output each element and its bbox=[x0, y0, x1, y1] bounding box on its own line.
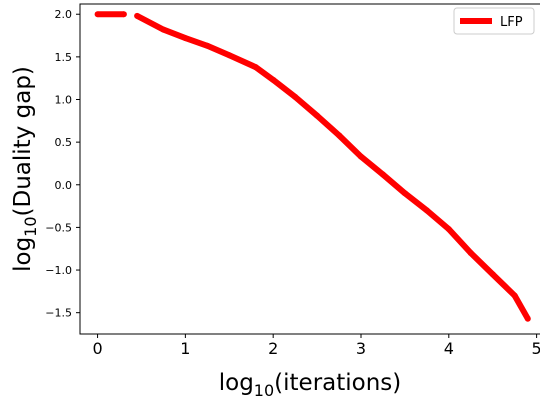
series-point-lfp bbox=[226, 52, 233, 59]
series-point-lfp bbox=[511, 292, 518, 299]
y-tick-label: 0.5 bbox=[55, 136, 73, 149]
y-tick-label: 1.5 bbox=[55, 51, 73, 64]
series-point-lfp bbox=[314, 112, 321, 119]
x-tick-label: 5 bbox=[532, 339, 540, 358]
series-point-lfp bbox=[467, 250, 474, 256]
x-tick-label: 1 bbox=[180, 339, 190, 358]
series-point-lfp bbox=[160, 26, 167, 33]
plot-frame bbox=[79, 3, 540, 335]
legend: LFP bbox=[453, 7, 535, 35]
x-axis-label: log10(iterations) bbox=[219, 370, 402, 400]
series-point-lfp bbox=[445, 226, 452, 233]
series-point-lfp bbox=[270, 76, 277, 83]
x-tick-label: 4 bbox=[444, 339, 454, 358]
legend-label-lfp: LFP bbox=[500, 15, 523, 30]
legend-box bbox=[453, 7, 535, 35]
y-tick-label: −1.5 bbox=[45, 307, 72, 320]
series-point-lfp bbox=[358, 153, 364, 160]
series-point-lfp bbox=[489, 271, 496, 278]
series-point-lfp bbox=[134, 12, 141, 19]
series-point-lfp bbox=[423, 207, 430, 214]
series-point-lfp bbox=[336, 132, 342, 139]
x-axis-ticks: 0 1 2 3 4 5 bbox=[92, 334, 540, 358]
series-point-lfp bbox=[292, 93, 299, 100]
plot-background bbox=[80, 4, 540, 334]
y-axis-label: log10(Duality gap) bbox=[10, 66, 40, 272]
series-point-lfp bbox=[204, 42, 211, 49]
x-tick-label: 2 bbox=[268, 339, 278, 358]
x-tick-label: 0 bbox=[92, 339, 102, 358]
series-point-lfp bbox=[182, 35, 189, 42]
y-tick-label: −0.5 bbox=[45, 221, 72, 234]
series-point-lfp bbox=[379, 171, 386, 178]
series-point-lfp bbox=[401, 190, 408, 197]
y-tick-label: 0.0 bbox=[55, 179, 73, 192]
series-point-lfp bbox=[524, 315, 531, 322]
x-tick-label: 3 bbox=[356, 339, 366, 358]
y-tick-label: −1.0 bbox=[45, 264, 72, 277]
series-point-lfp bbox=[94, 11, 101, 18]
series-point-lfp bbox=[120, 11, 127, 18]
y-axis-ticks: −1.5 −1.0 −0.5 0.0 0.5 1.0 1.5 2.0 bbox=[45, 8, 80, 320]
series-layer bbox=[94, 11, 531, 322]
y-tick-label: 1.0 bbox=[55, 94, 73, 107]
y-tick-label: 2.0 bbox=[55, 8, 73, 21]
series-point-lfp bbox=[252, 64, 259, 71]
